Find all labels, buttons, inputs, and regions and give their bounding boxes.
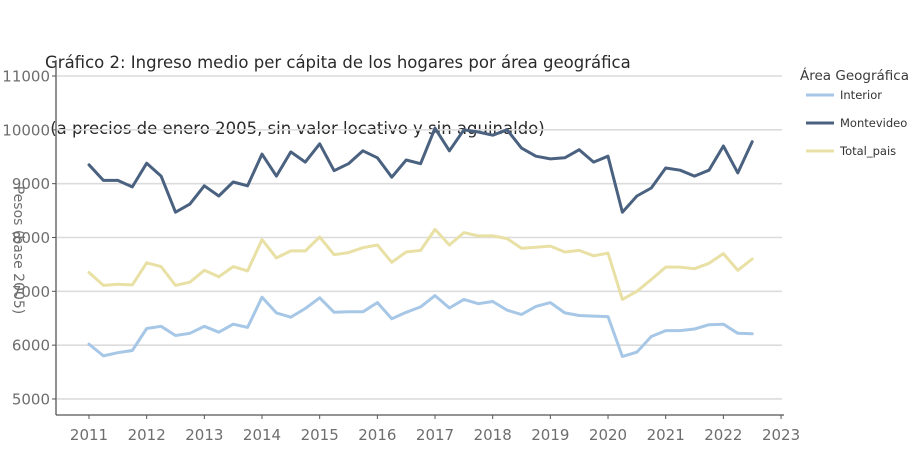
series-line-interior	[87, 294, 754, 358]
x-tick-label: 2021	[647, 426, 685, 444]
series-line-montevideo	[87, 126, 754, 214]
series-interior	[87, 294, 754, 358]
x-tick-label: 2018	[474, 426, 512, 444]
x-tick-label: 2011	[70, 426, 108, 444]
x-tick-label: 2023	[762, 426, 800, 444]
y-tick-label: 10000	[2, 121, 50, 139]
series-lines	[87, 126, 754, 358]
series-line-total_pais	[87, 227, 754, 301]
y-tick-label: 8000	[12, 229, 50, 247]
legend-title: Área Geográfica	[800, 67, 909, 84]
y-axis-label: Pesos (base 2005)	[10, 186, 26, 315]
legend-item-interior[interactable]: Interior	[806, 88, 882, 102]
x-tick-label: 2019	[531, 426, 569, 444]
y-ticks: 5000 6000 7000 8000 9000 10000 11000	[2, 68, 56, 408]
x-tick-label: 2014	[243, 426, 281, 444]
x-tick-label: 2016	[358, 426, 396, 444]
y-tick-label: 6000	[12, 337, 50, 355]
legend-label: Interior	[840, 88, 882, 102]
y-tick-label: 7000	[12, 283, 50, 301]
y-tick-label: 11000	[2, 68, 50, 86]
chart-title-block: Gráfico 2: Ingreso medio per cápita de l…	[45, 8, 631, 162]
x-tick-label: 2013	[185, 426, 223, 444]
x-tick-label: 2015	[301, 426, 339, 444]
legend: Área Geográfica Interior Montevideo Total_…	[800, 67, 909, 158]
x-ticks: 2011 2012 2013 2014 2015 2016 2017 2018 2019 2020…	[70, 415, 800, 444]
gridlines	[57, 75, 782, 400]
y-tick-label: 9000	[12, 175, 50, 193]
legend-label: Montevideo	[840, 116, 907, 130]
series-total_pais	[87, 227, 754, 301]
x-tick-label: 2012	[128, 426, 166, 444]
x-tick-label: 2020	[589, 426, 627, 444]
series-montevideo	[87, 126, 754, 214]
x-tick-label: 2017	[416, 426, 454, 444]
legend-item-montevideo[interactable]: Montevideo	[806, 116, 907, 130]
legend-label: Total_pais	[839, 144, 896, 158]
chart-title: Gráfico 2: Ingreso medio per cápita de l…	[45, 53, 631, 72]
x-tick-label: 2022	[704, 426, 742, 444]
legend-item-total_pais[interactable]: Total_pais	[806, 144, 896, 158]
y-tick-label: 5000	[12, 390, 50, 408]
